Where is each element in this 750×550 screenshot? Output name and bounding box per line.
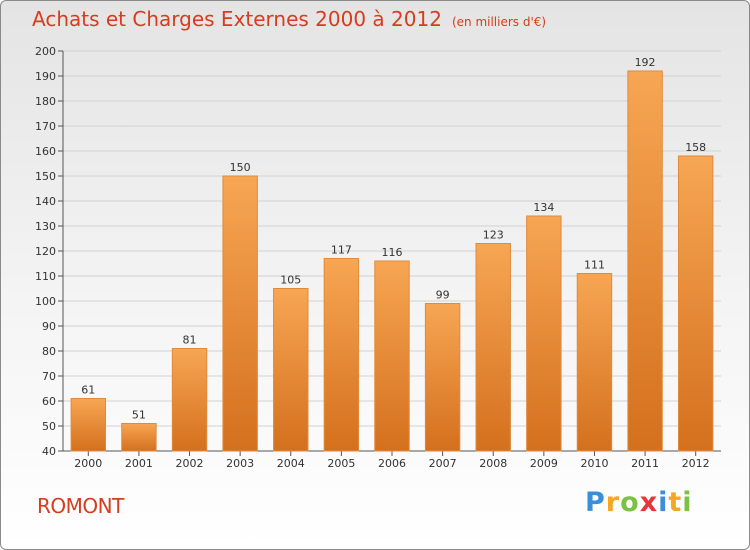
x-tick-label: 2010 [580,457,608,470]
bar [677,155,714,452]
x-tick-label: 2000 [74,457,102,470]
y-tick-label: 110 [35,270,56,283]
bar [323,258,360,452]
x-tick-label: 2008 [479,457,507,470]
logo-letter: x [639,487,659,518]
bar-value-label: 61 [81,384,95,397]
chart-title: Achats et Charges Externes 2000 à 2012 [32,7,442,31]
y-tick-label: 190 [35,70,56,83]
logo-letter: P [585,487,606,518]
y-tick-label: 90 [42,320,56,333]
x-tick-label: 2004 [277,457,305,470]
bar-value-label: 99 [436,289,450,302]
labels: 61 2000 51 2001 81 2002 150 2003 105 2004 117 2005 1… [74,56,709,470]
y-tick-label: 130 [35,220,56,233]
bar [171,348,208,452]
title-row: Achats et Charges Externes 2000 à 2012 (e… [32,7,546,31]
bar-value-label: 116 [382,246,403,259]
y-tick-label: 50 [42,420,56,433]
bar [475,243,511,452]
bar [424,303,461,452]
y-tick-label: 140 [35,195,56,208]
bar [526,215,562,452]
bar [121,423,157,452]
logo-letter: i [682,487,693,518]
y-tick-label: 80 [42,345,56,358]
y-tick-label: 70 [42,370,56,383]
bar [627,70,663,452]
bar-value-label: 51 [132,409,146,422]
logo-letter: o [620,487,640,518]
x-tick-label: 2011 [631,457,659,470]
bar [222,175,258,452]
x-tick-label: 2001 [125,457,153,470]
x-tick-label: 2003 [226,457,254,470]
bar [70,398,107,452]
x-tick-label: 2005 [327,457,355,470]
bar-value-label: 192 [635,56,656,69]
y-tick-label: 170 [35,120,56,133]
proxiti-logo: Proxiti [585,487,693,518]
logo-letter: r [605,487,621,518]
y-tick-label: 180 [35,95,56,108]
x-tick-label: 2006 [378,457,406,470]
x-tick-label: 2002 [176,457,204,470]
chart-subtitle: (en milliers d'€) [451,15,547,29]
bar [273,288,309,452]
bar [576,273,613,452]
bar-value-label: 81 [183,334,197,347]
y-tick-label: 160 [35,145,56,158]
bar-value-label: 150 [230,161,251,174]
y-tick-label: 40 [42,445,56,458]
logo-letter: i [658,487,669,518]
bar-value-label: 158 [685,141,706,154]
x-tick-label: 2009 [530,457,558,470]
x-tick-label: 2007 [429,457,457,470]
y-tick-label: 120 [35,245,56,258]
bar-value-label: 105 [280,274,301,287]
y-tick-label: 100 [35,295,56,308]
bars [70,70,714,452]
logo-letter: t [668,487,683,518]
bar-value-label: 123 [483,229,504,242]
bar-value-label: 117 [331,244,352,257]
commune-name: ROMONT [37,494,124,518]
y-tick-label: 150 [35,170,56,183]
bar [374,260,410,452]
y-tick-label: 200 [35,45,56,58]
y-tick-label: 60 [42,395,56,408]
x-tick-label: 2012 [682,457,710,470]
bar-value-label: 111 [584,259,605,272]
bar-value-label: 134 [533,201,554,214]
